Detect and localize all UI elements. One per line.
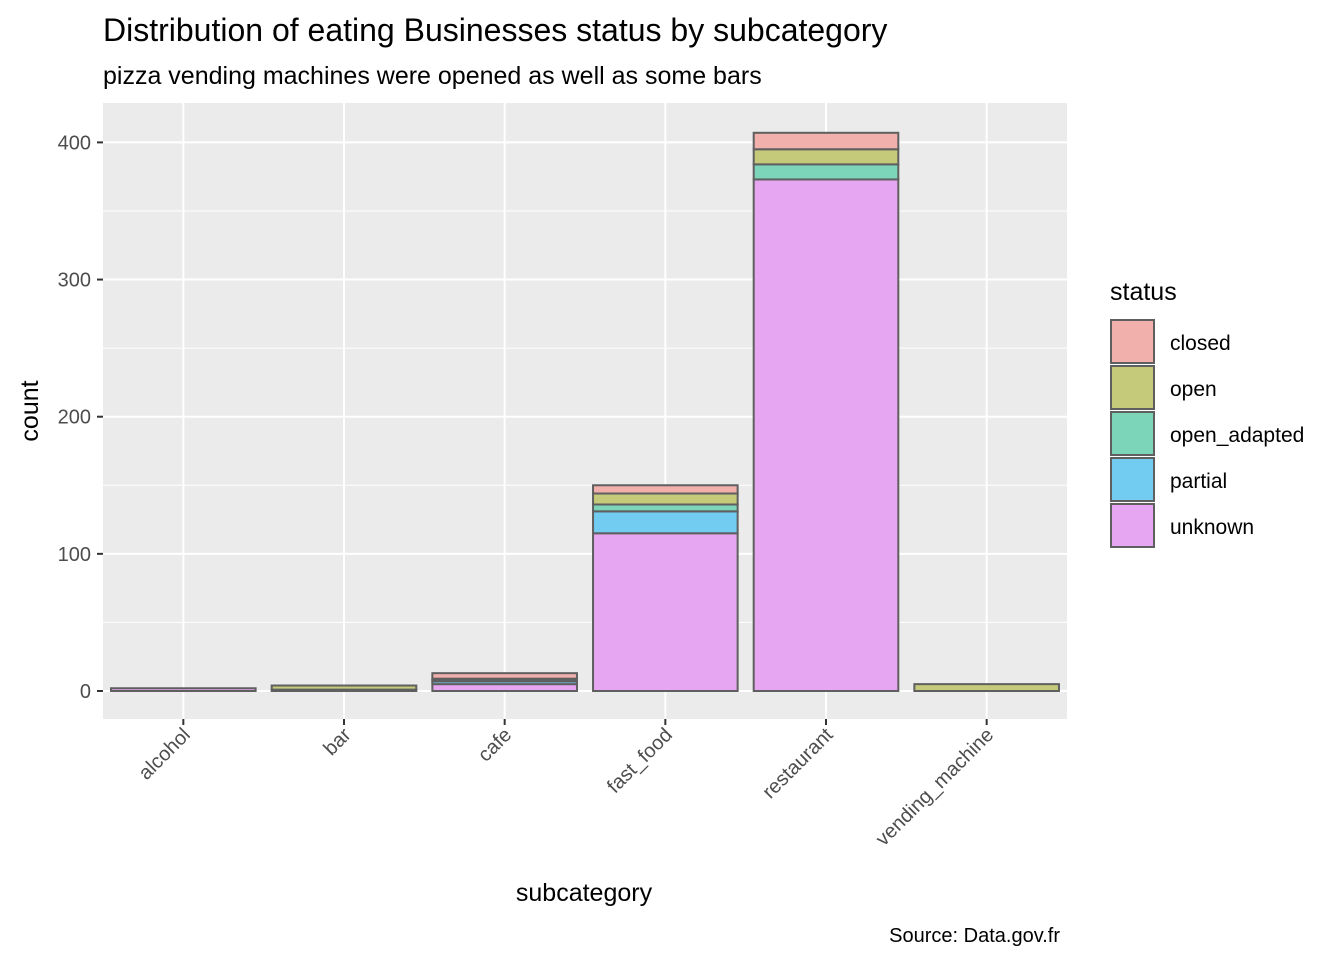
- bar-bar-open: [270, 684, 418, 691]
- y-axis-title: count: [16, 380, 44, 441]
- bar-vending_machine-open: [913, 683, 1060, 693]
- bar-stack-alcohol: [110, 687, 257, 693]
- legend-swatch: [1110, 411, 1155, 456]
- bar-fast_food-open: [592, 492, 739, 506]
- y-tick-label: 0: [80, 681, 91, 703]
- x-tick-label-restaurant: restaurant: [758, 724, 838, 804]
- legend-label: closed: [1170, 332, 1231, 355]
- y-tick-label: 400: [58, 132, 91, 154]
- x-axis-title: subcategory: [516, 879, 653, 907]
- bar-cafe-closed: [431, 672, 578, 680]
- x-tick-label-bar: bar: [320, 724, 356, 760]
- legend-label: open_adapted: [1170, 424, 1304, 447]
- legend-item-open: open: [1110, 365, 1217, 410]
- y-axis: 0 100 200 300 400: [58, 132, 103, 703]
- bar-stack-vending_machine: [913, 683, 1060, 693]
- legend-label: open: [1170, 378, 1217, 401]
- chart-subtitle: pizza vending machines were opened as we…: [103, 62, 762, 90]
- y-tick-label: 300: [58, 270, 91, 292]
- y-tick-label: 100: [58, 544, 91, 566]
- bar-stack-restaurant: [752, 131, 900, 692]
- x-tick-label-cafe: cafe: [474, 724, 516, 766]
- bar-stack-fast_food: [592, 484, 739, 693]
- bar-stack-bar: [270, 684, 418, 692]
- chart-title: Distribution of eating Businesses status…: [103, 12, 887, 48]
- legend-item-partial: partial: [1110, 457, 1227, 502]
- legend-swatch: [1110, 503, 1155, 548]
- bar-restaurant-open: [752, 148, 900, 166]
- legend-title: status: [1110, 278, 1177, 306]
- bar-alcohol-unknown: [110, 687, 257, 693]
- bar-stack-cafe: [431, 672, 578, 693]
- x-tick-label-fast_food: fast_food: [603, 724, 677, 798]
- x-tick-label-vending_machine: vending_machine: [872, 724, 998, 850]
- legend-swatch: [1110, 365, 1155, 410]
- x-axis: alcohol bar cafe fast_food restaurant vending…: [134, 719, 998, 850]
- chart-caption: Source: Data.gov.fr: [889, 925, 1060, 947]
- bar-restaurant-closed: [752, 131, 900, 151]
- bar-fast_food-unknown: [592, 532, 739, 693]
- legend-item-unknown: unknown: [1110, 503, 1254, 548]
- legend-label: unknown: [1170, 516, 1254, 539]
- legend-item-open_adapted: open_adapted: [1110, 411, 1304, 456]
- bar-cafe-unknown: [431, 683, 578, 693]
- y-tick-label: 200: [58, 407, 91, 429]
- bar-fast_food-open_adapted: [592, 503, 739, 513]
- x-tick-label-alcohol: alcohol: [134, 724, 194, 784]
- bar-restaurant-unknown: [752, 178, 900, 692]
- bar-fast_food-closed: [592, 484, 739, 495]
- bars: [110, 131, 1060, 693]
- legend-swatch: [1110, 319, 1155, 364]
- legend-label: partial: [1170, 470, 1227, 493]
- bar-restaurant-open_adapted: [752, 163, 900, 181]
- plot-panel: [103, 103, 1067, 719]
- legend-item-closed: closed: [1110, 319, 1231, 364]
- legend-swatch: [1110, 457, 1155, 502]
- bar-fast_food-partial: [592, 510, 739, 535]
